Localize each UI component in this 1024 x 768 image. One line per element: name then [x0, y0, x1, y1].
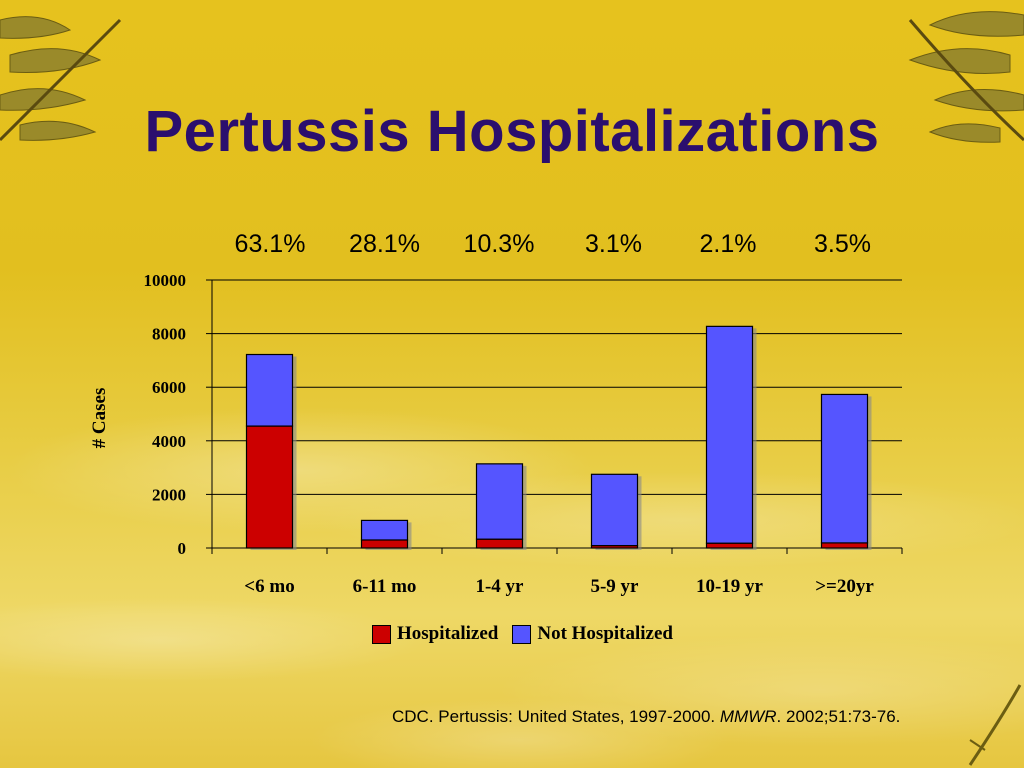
bar-hospitalized-5 — [820, 542, 869, 549]
x-tick-label: 5-9 yr — [590, 576, 639, 597]
bar-hospitalized-2 — [475, 538, 524, 549]
y-tick-label: 8000 — [152, 325, 186, 344]
pine-branch-top-left-decoration — [0, 16, 122, 142]
percent-hospitalized-label: 2.1% — [699, 230, 757, 258]
x-tick-label: 10-19 yr — [696, 576, 764, 597]
x-tick-label: 1-4 yr — [475, 576, 524, 597]
bar-not-hospitalized-0 — [245, 353, 294, 427]
bar-hospitalized-1 — [360, 539, 409, 549]
legend-label-hospitalized: Hospitalized — [397, 623, 499, 644]
bar-hospitalized-4 — [705, 542, 754, 549]
percent-hospitalized-label: 3.1% — [585, 230, 642, 258]
source-prefix: CDC. Pertussis: United States, 1997-2000… — [392, 707, 720, 726]
percent-hospitalized-label: 10.3% — [463, 230, 535, 258]
legend-swatch-hospitalized — [372, 624, 391, 644]
y-tick-label: 10000 — [144, 271, 187, 290]
chart-legend: Hospitalized Not Hospitalized — [372, 623, 687, 645]
y-tick-label: 0 — [178, 539, 187, 558]
bar-not-hospitalized-5 — [820, 393, 869, 544]
x-tick-label: <6 mo — [244, 576, 294, 597]
legend-item-not-hospitalized: Not Hospitalized — [512, 623, 673, 645]
pine-branch-top-right-decoration — [908, 11, 1024, 143]
source-journal: MMWR — [719, 707, 777, 726]
source-citation: CDC. Pertussis: United States, 1997-2000… — [392, 707, 900, 727]
bamboo-stroke-bottom-right-decoration — [968, 684, 1022, 766]
y-tick-label: 2000 — [152, 485, 186, 504]
percent-hospitalized-label: 63.1% — [234, 230, 306, 258]
x-tick-label: >=20yr — [815, 576, 874, 597]
slide-title: Pertussis Hospitalizations — [144, 99, 880, 164]
bar-not-hospitalized-1 — [360, 519, 409, 541]
y-tick-label: 6000 — [152, 378, 186, 397]
bar-not-hospitalized-4 — [705, 325, 754, 544]
bar-not-hospitalized-3 — [590, 473, 639, 547]
x-tick-label: 6-11 mo — [353, 576, 417, 597]
source-suffix: . 2002;51:73-76. — [776, 707, 901, 726]
bar-hospitalized-0 — [245, 425, 294, 549]
legend-label-not-hospitalized: Not Hospitalized — [537, 623, 673, 644]
legend-item-hospitalized: Hospitalized — [372, 623, 498, 645]
percent-hospitalized-label: 28.1% — [349, 230, 420, 258]
bar-not-hospitalized-2 — [475, 463, 524, 540]
y-tick-label: 4000 — [152, 432, 186, 451]
bar-shadow-hospitalized — [595, 547, 642, 550]
legend-swatch-not-hospitalized — [512, 624, 532, 644]
percent-hospitalized-label: 3.5% — [814, 230, 871, 258]
